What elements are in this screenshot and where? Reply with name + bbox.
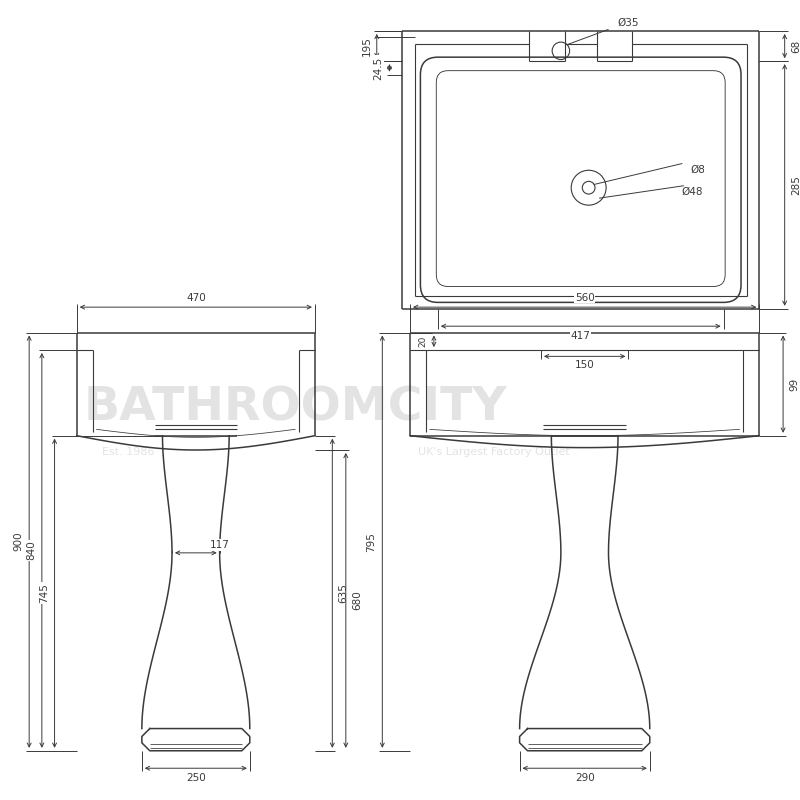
Text: 417: 417 (570, 330, 590, 341)
Text: 290: 290 (575, 773, 594, 782)
Text: Ø35: Ø35 (618, 18, 639, 28)
Text: 635: 635 (338, 583, 349, 603)
Text: 795: 795 (366, 532, 376, 551)
Text: Ø8: Ø8 (690, 165, 706, 175)
Text: 285: 285 (790, 175, 800, 195)
Text: Est. 1986: Est. 1986 (102, 446, 154, 457)
Text: 680: 680 (352, 590, 362, 610)
Text: 560: 560 (575, 293, 594, 302)
Text: 117: 117 (210, 540, 230, 550)
Text: 250: 250 (186, 773, 206, 782)
Text: 195: 195 (362, 36, 371, 56)
Text: 745: 745 (39, 583, 50, 603)
Text: 20: 20 (418, 335, 427, 347)
Text: 68: 68 (790, 39, 800, 53)
Text: 900: 900 (13, 532, 23, 551)
Text: 24.5: 24.5 (374, 56, 383, 79)
Text: Ø48: Ø48 (681, 187, 702, 197)
Text: 840: 840 (26, 541, 37, 560)
Text: 150: 150 (575, 360, 594, 370)
Text: 470: 470 (186, 293, 206, 302)
Text: 99: 99 (790, 378, 799, 390)
Text: BATHROOMCITY: BATHROOMCITY (83, 386, 506, 430)
Text: UK's Largest Factory Outlet: UK's Largest Factory Outlet (418, 446, 570, 457)
